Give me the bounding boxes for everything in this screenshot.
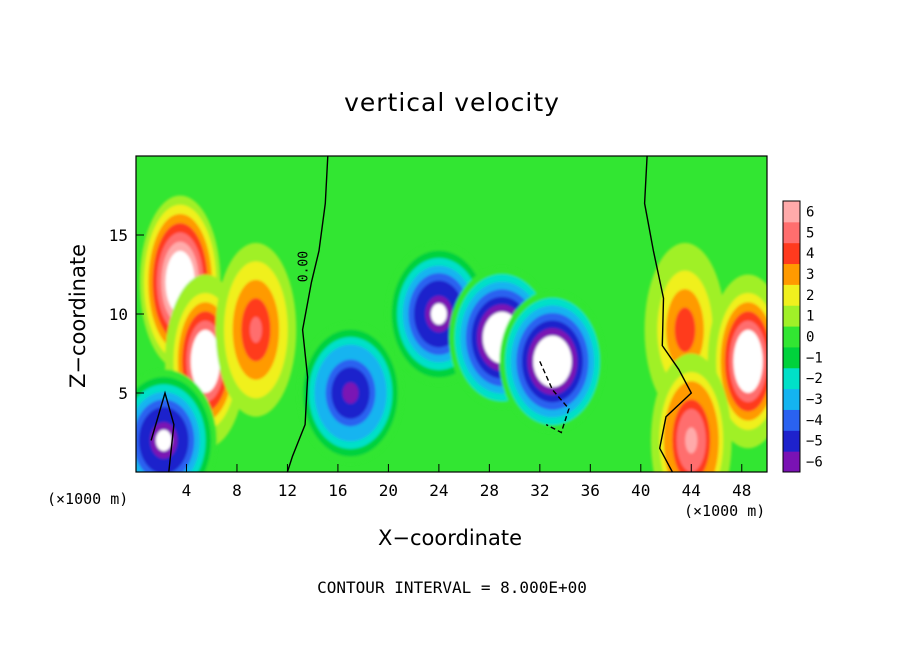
colorbar-label: −1: [806, 350, 823, 366]
colorbar-label: 4: [806, 246, 814, 262]
x-unit-label-left: (×1000 m): [47, 490, 129, 508]
negative-contour: [539, 361, 570, 434]
colorbar-label: 2: [806, 288, 814, 304]
colorbar-label: 6: [806, 204, 814, 220]
x-tick-label: 28: [480, 481, 499, 500]
colorbar-swatch: [783, 326, 800, 348]
colorbar-swatch: [783, 201, 800, 223]
x-axis: 4 8 12 16 20 24 28 32 36 40 44 48: [182, 464, 751, 500]
colorbar-swatch: [783, 367, 800, 390]
x-tick-label: 44: [682, 481, 701, 500]
colorbar: 6 5 4 3 2 1 0 −1 −2 −3 −4 −5 −6: [782, 200, 823, 473]
x-tick-label: 24: [429, 481, 448, 500]
updraft-cell-2: [215, 242, 297, 417]
colorbar-label: 3: [806, 267, 814, 283]
colorbar-swatch: [783, 305, 800, 327]
velocity-field: [136, 156, 767, 472]
colorbar-swatch: [783, 388, 800, 410]
x-tick-label: 40: [631, 481, 650, 500]
colorbar-swatch: [783, 284, 800, 306]
downdraft-cell-3: [136, 369, 217, 472]
x-tick-label: 8: [232, 481, 242, 500]
colorbar-label: 1: [806, 309, 814, 325]
zero-contour-small: [150, 390, 175, 472]
updraft-cell-1: [165, 274, 246, 449]
y-axis-label: Z−coordinate: [66, 244, 90, 388]
x-tick-label: 20: [379, 481, 398, 500]
y-tick-label: 15: [109, 226, 128, 245]
x-tick-label: 48: [732, 481, 751, 500]
colorbar-label: 5: [806, 225, 814, 241]
downdraft-cell-4: [385, 242, 492, 386]
colorbar-label: −2: [806, 371, 823, 387]
zero-contour-left: [286, 156, 329, 472]
zero-contour-right: [643, 156, 693, 472]
x-unit-label-right: (×1000 m): [684, 502, 766, 520]
colorbar-swatch: [783, 430, 800, 452]
colorbar-swatch: [783, 263, 800, 285]
y-tick-label: 10: [109, 305, 128, 324]
colorbar-swatch: [783, 242, 800, 265]
colorbar-label: −6: [806, 455, 823, 471]
x-axis-label: X−coordinate: [378, 526, 522, 550]
colorbar-label: 0: [806, 330, 814, 346]
x-tick-label: 4: [182, 481, 192, 500]
colorbar-swatch: [783, 451, 800, 473]
y-tick-label: 5: [118, 384, 128, 403]
x-tick-label: 16: [328, 481, 347, 500]
zero-contours: 0.00: [150, 156, 693, 472]
colorbar-swatch: [783, 409, 800, 431]
colorbar-label: −4: [806, 413, 823, 429]
colorbar-swatch: [783, 346, 800, 369]
contour-interval-text: CONTOUR INTERVAL = 8.000E+00: [317, 578, 587, 597]
downdraft-cell-6: [499, 290, 606, 433]
contour-label: 0.00: [297, 251, 312, 282]
colorbar-swatch: [783, 221, 800, 244]
updraft-cell-10: [650, 353, 732, 472]
x-tick-label: 12: [278, 481, 297, 500]
x-tick-label: 36: [581, 481, 600, 500]
colorbar-label: −5: [806, 434, 823, 450]
colorbar-label: −3: [806, 392, 823, 408]
y-axis: 5 10 15: [109, 226, 144, 403]
x-tick-label: 32: [530, 481, 549, 500]
downdraft-cell-7: [297, 321, 404, 465]
chart-title: vertical velocity: [344, 88, 560, 117]
